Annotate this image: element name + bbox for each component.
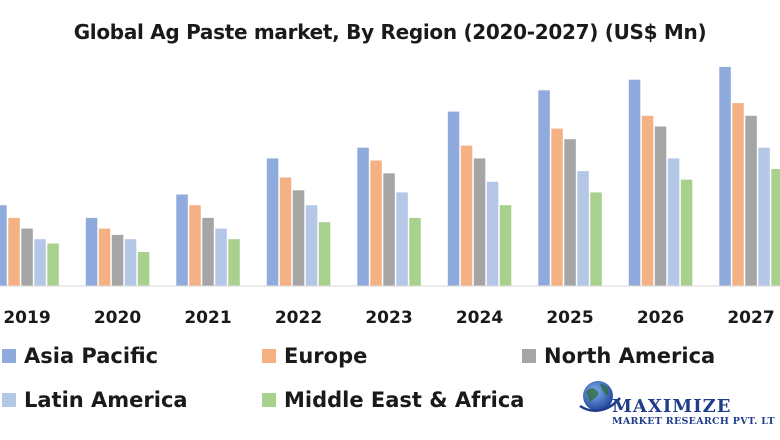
bar-north-america-2024 xyxy=(473,158,486,286)
bar-latin-america-2025 xyxy=(577,171,589,286)
bar-asia-pacific-2021 xyxy=(176,194,188,286)
x-tick-label: 2019 xyxy=(3,308,50,328)
bar-asia-pacific-2026 xyxy=(628,79,641,286)
bar-north-america-2019 xyxy=(21,228,33,286)
legend-item-latin-america: Latin America xyxy=(2,386,188,414)
legend-swatch xyxy=(2,393,16,407)
bar-europe-2027 xyxy=(732,103,744,286)
x-tick-label: 2020 xyxy=(94,308,141,328)
legend-swatch xyxy=(2,349,16,363)
bar-asia-pacific-2024 xyxy=(447,111,460,286)
bar-middle-east-africa-2020 xyxy=(137,252,150,286)
bar-group xyxy=(0,66,780,287)
chart-legend: Asia Pacific Europe North America Latin Ame… xyxy=(0,340,780,420)
x-tick-label: 2024 xyxy=(456,308,503,328)
legend-label: Middle East & Africa xyxy=(284,388,525,412)
bar-middle-east-africa-2023 xyxy=(409,217,421,286)
logo-name: MAXIMIZE xyxy=(612,396,732,417)
legend-label: Latin America xyxy=(24,388,188,412)
bar-latin-america-2026 xyxy=(667,158,680,286)
bar-asia-pacific-2019 xyxy=(0,205,7,286)
bar-latin-america-2021 xyxy=(215,228,227,286)
legend-label: Asia Pacific xyxy=(24,344,159,368)
bar-middle-east-africa-2019 xyxy=(47,243,59,286)
bar-north-america-2025 xyxy=(564,139,576,286)
bar-asia-pacific-2025 xyxy=(538,90,550,286)
bar-asia-pacific-2027 xyxy=(719,66,731,287)
x-tick-label: 2025 xyxy=(546,308,593,328)
bar-europe-2019 xyxy=(8,217,20,286)
bar-europe-2024 xyxy=(460,145,473,286)
x-tick-label: 2026 xyxy=(637,308,684,328)
legend-swatch xyxy=(262,349,276,363)
bar-latin-america-2023 xyxy=(396,192,408,286)
bar-middle-east-africa-2027 xyxy=(771,169,780,286)
legend-label: North America xyxy=(544,344,716,368)
bar-asia-pacific-2023 xyxy=(357,147,369,286)
bar-europe-2025 xyxy=(551,128,563,286)
bar-middle-east-africa-2025 xyxy=(590,192,602,286)
bar-europe-2022 xyxy=(279,177,292,286)
bar-middle-east-africa-2024 xyxy=(499,205,512,286)
bar-europe-2020 xyxy=(98,228,111,286)
legend-item-north-america: North America xyxy=(522,342,715,370)
bar-middle-east-africa-2021 xyxy=(228,239,240,286)
bar-north-america-2026 xyxy=(654,126,667,286)
x-tick-label: 2027 xyxy=(727,308,774,328)
bar-latin-america-2027 xyxy=(758,147,770,286)
bar-middle-east-africa-2022 xyxy=(318,222,331,286)
bar-north-america-2023 xyxy=(383,173,395,286)
bar-latin-america-2024 xyxy=(486,181,499,286)
legend-label: Europe xyxy=(284,344,368,368)
bar-north-america-2020 xyxy=(111,234,124,286)
x-tick-labels: 2019 2020 2021 2022 2023 2024 2025 2026 2027 xyxy=(3,308,774,328)
legend-item-europe: Europe xyxy=(262,342,367,370)
x-tick-label: 2021 xyxy=(184,308,231,328)
chart-title: Global Ag Paste market, By Region (2020-… xyxy=(73,20,707,44)
bar-latin-america-2019 xyxy=(34,239,46,286)
legend-swatch xyxy=(262,393,276,407)
bar-asia-pacific-2020 xyxy=(85,217,98,286)
bar-latin-america-2020 xyxy=(124,239,137,286)
bar-north-america-2022 xyxy=(292,190,305,286)
bar-europe-2023 xyxy=(370,160,382,286)
x-tick-label: 2023 xyxy=(365,308,412,328)
maximize-logo: MAXIMIZE MARKET RESEARCH PVT. LT xyxy=(572,372,777,434)
legend-item-middle-east-africa: Middle East & Africa xyxy=(262,386,524,414)
bar-europe-2026 xyxy=(641,115,654,286)
bar-asia-pacific-2022 xyxy=(266,158,279,286)
legend-item-asia-pacific: Asia Pacific xyxy=(2,342,158,370)
bar-middle-east-africa-2026 xyxy=(680,179,693,286)
chart-plot: 2019 2020 2021 2022 2023 2024 2025 2026 2027 xyxy=(0,66,780,328)
x-tick-label: 2022 xyxy=(275,308,322,328)
bar-north-america-2027 xyxy=(745,115,757,286)
bar-north-america-2021 xyxy=(202,217,214,286)
bar-europe-2021 xyxy=(189,205,201,286)
legend-swatch xyxy=(522,349,536,363)
globe-icon xyxy=(579,381,621,412)
bar-latin-america-2022 xyxy=(305,205,318,286)
logo-subtitle: MARKET RESEARCH PVT. LT xyxy=(612,416,775,427)
